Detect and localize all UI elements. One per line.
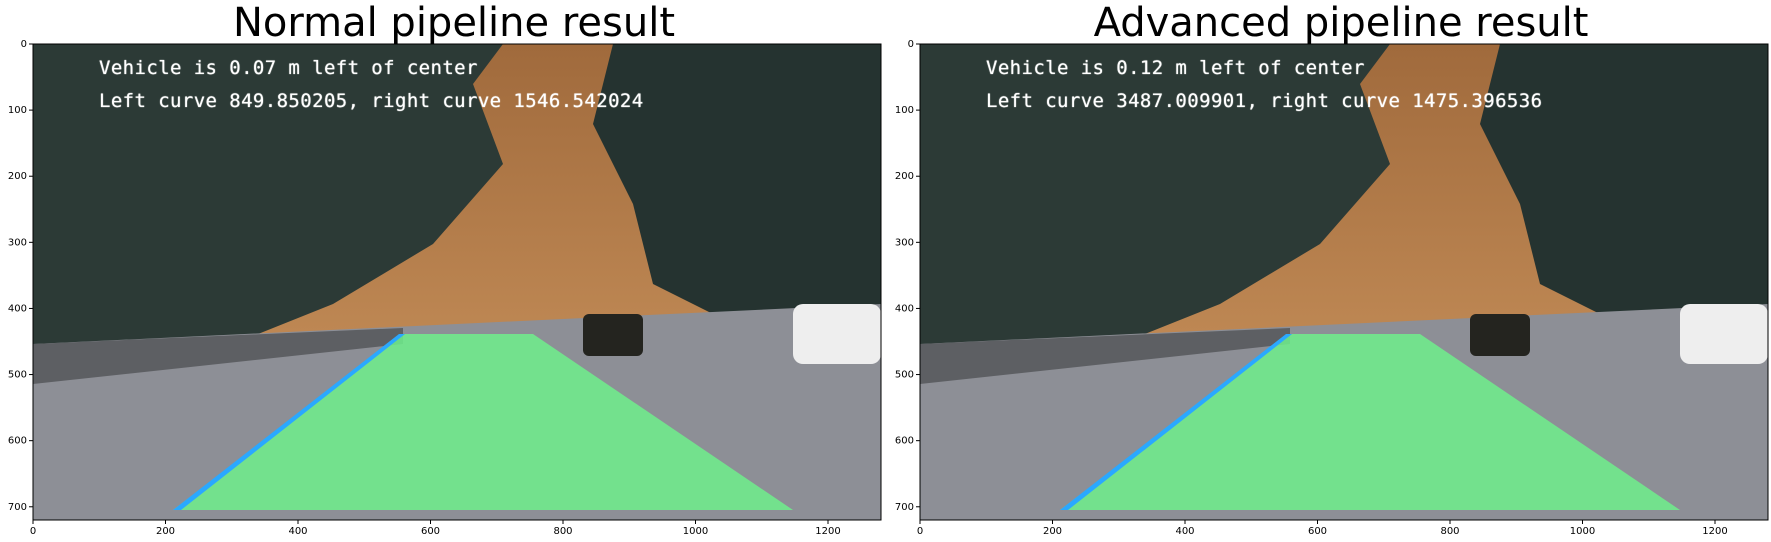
- y-tick-label: 500: [895, 370, 914, 381]
- y-tick-label: 300: [8, 237, 27, 248]
- y-tick-label: 200: [895, 171, 914, 182]
- x-tick-label: 1200: [1702, 526, 1727, 537]
- road-image: 0 100 200 300 400 500 600 700 0 200 400 600 800 1000…: [8, 39, 882, 537]
- y-tick-label: 100: [8, 105, 27, 116]
- left-panel: Normal pipeline result 0 100 200 300 400 500 6…: [0, 0, 882, 542]
- dark-car: [1470, 314, 1530, 356]
- guardrail: [33, 328, 403, 384]
- y-tick-label: 700: [8, 502, 27, 513]
- lane-area: [1060, 334, 1680, 510]
- y-tick-label: 0: [908, 39, 914, 50]
- offset-text: Vehicle is 0.12 m left of center: [986, 57, 1365, 79]
- y-ticks: 0 100 200 300 400 500 600 700: [895, 39, 920, 513]
- y-ticks: 0 100 200 300 400 500 600 700: [8, 39, 33, 513]
- white-car: [1680, 304, 1768, 364]
- x-tick-label: 1200: [815, 526, 840, 537]
- left-lane-line: [1060, 334, 1292, 510]
- left-trees: [33, 44, 503, 364]
- dark-car: [583, 314, 643, 356]
- y-tick-label: 600: [8, 436, 27, 447]
- x-tick-label: 800: [553, 526, 572, 537]
- offset-text: Vehicle is 0.07 m left of center: [99, 57, 478, 79]
- x-tick-label: 400: [288, 526, 307, 537]
- x-ticks: 0 200 400 600 800 1000 1200: [30, 520, 841, 537]
- right-panel: Advanced pipeline result 0 100 200 300 400 50…: [887, 0, 1769, 542]
- x-tick-label: 400: [1175, 526, 1194, 537]
- image-axes: 0 100 200 300 400 500 600 700 0 200 400 600 800 1000…: [8, 39, 882, 537]
- y-tick-label: 400: [8, 303, 27, 314]
- y-tick-label: 300: [895, 237, 914, 248]
- right-trees: [1480, 44, 1768, 344]
- y-tick-label: 500: [8, 370, 27, 381]
- y-tick-label: 600: [895, 436, 914, 447]
- x-tick-label: 1000: [683, 526, 708, 537]
- curvature-text: Left curve 849.850205, right curve 1546.…: [99, 90, 644, 112]
- road-image: 0 100 200 300 400 500 600 700 0 200 400 600 800 1000…: [895, 39, 1769, 537]
- panel-title: Normal pipeline result: [232, 0, 675, 46]
- x-tick-label: 0: [917, 526, 923, 537]
- y-tick-label: 400: [895, 303, 914, 314]
- x-tick-label: 1000: [1570, 526, 1595, 537]
- right-trees: [593, 44, 881, 344]
- panel-title: Advanced pipeline result: [1093, 0, 1589, 46]
- curvature-text: Left curve 3487.009901, right curve 1475…: [986, 90, 1543, 112]
- x-tick-label: 600: [1308, 526, 1327, 537]
- image-axes: 0 100 200 300 400 500 600 700 0 200 400 600 800 1000…: [895, 39, 1769, 537]
- x-ticks: 0 200 400 600 800 1000 1200: [917, 520, 1728, 537]
- axes-frame: [32, 43, 882, 521]
- y-tick-label: 0: [21, 39, 27, 50]
- y-tick-label: 100: [895, 105, 914, 116]
- left-trees: [920, 44, 1390, 364]
- x-tick-label: 600: [421, 526, 440, 537]
- guardrail: [920, 328, 1290, 384]
- x-tick-label: 0: [30, 526, 36, 537]
- y-tick-label: 700: [895, 502, 914, 513]
- axes-frame: [919, 43, 1769, 521]
- left-lane-line: [173, 334, 405, 510]
- x-tick-label: 200: [1043, 526, 1062, 537]
- lane-area: [173, 334, 793, 510]
- x-tick-label: 800: [1440, 526, 1459, 537]
- white-car: [793, 304, 881, 364]
- x-tick-label: 200: [156, 526, 175, 537]
- y-tick-label: 200: [8, 171, 27, 182]
